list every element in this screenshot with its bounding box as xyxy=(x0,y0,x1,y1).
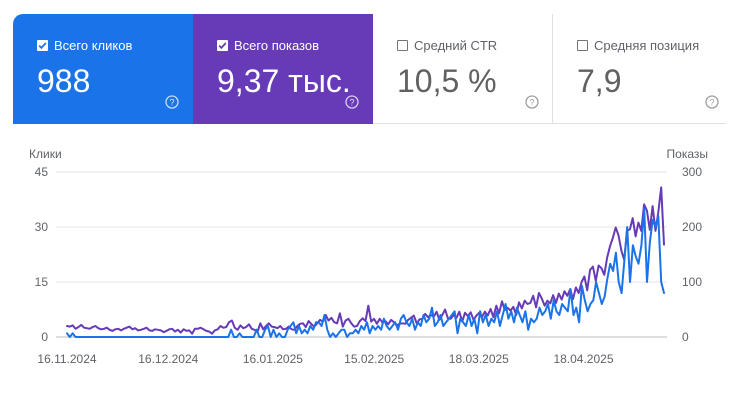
metric-value: 10,5 % xyxy=(397,63,497,99)
x-tick-label: 16.12.2024 xyxy=(138,352,198,366)
svg-text:?: ? xyxy=(169,97,174,107)
checkbox-unchecked-icon[interactable] xyxy=(397,40,408,51)
metric-header-impressions[interactable]: Всего показов xyxy=(217,38,319,53)
x-tick-label: 18.03.2025 xyxy=(449,352,509,366)
help-icon[interactable]: ? xyxy=(345,95,359,109)
right-axis-label: Показы xyxy=(667,147,708,161)
left-tick-label: 45 xyxy=(35,165,49,179)
metric-value: 988 xyxy=(37,63,91,99)
metric-cards: Всего кликов 988 ? Всего показов 9,37 ты… xyxy=(13,14,726,124)
x-tick-label: 16.11.2024 xyxy=(37,352,96,366)
x-tick-label: 15.02.2025 xyxy=(344,352,404,366)
impressions-series-line xyxy=(66,186,665,335)
help-icon[interactable]: ? xyxy=(525,95,539,109)
left-axis-label: Клики xyxy=(29,147,62,161)
metric-value: 7,9 xyxy=(577,63,622,99)
chart-svg: Клики Показы 0 15 30 45 0 100 200 300 16.11.202… xyxy=(29,147,708,366)
y-tick-labels: 0 15 30 45 0 100 200 300 xyxy=(35,165,703,344)
metric-header-ctr[interactable]: Средний CTR xyxy=(397,38,497,53)
metric-card-position[interactable]: Средняя позиция 7,9 ? xyxy=(553,14,726,124)
x-tick-label: 16.01.2025 xyxy=(243,352,303,366)
checkbox-checked-icon[interactable] xyxy=(217,40,228,51)
svg-text:?: ? xyxy=(349,97,354,107)
metric-label: Средняя позиция xyxy=(594,38,700,53)
help-icon[interactable]: ? xyxy=(705,95,719,109)
metric-label: Всего показов xyxy=(234,38,319,53)
svg-text:?: ? xyxy=(529,97,534,107)
x-tick-label: 18.04.2025 xyxy=(553,352,613,366)
series-lines xyxy=(66,186,665,338)
metric-card-impressions[interactable]: Всего показов 9,37 тыс. ? xyxy=(193,14,373,124)
left-tick-label: 30 xyxy=(35,220,49,234)
metric-header-clicks[interactable]: Всего кликов xyxy=(37,38,132,53)
right-tick-label: 200 xyxy=(682,220,702,234)
metric-header-position[interactable]: Средняя позиция xyxy=(577,38,699,53)
checkbox-unchecked-icon[interactable] xyxy=(577,40,588,51)
clicks-series-line xyxy=(66,207,665,338)
svg-text:?: ? xyxy=(709,97,714,107)
metric-value: 9,37 тыс. xyxy=(217,63,351,99)
help-icon[interactable]: ? xyxy=(165,95,179,109)
metric-label: Всего кликов xyxy=(54,38,133,53)
right-tick-label: 300 xyxy=(682,165,702,179)
right-tick-label: 0 xyxy=(682,330,689,344)
metric-card-clicks[interactable]: Всего кликов 988 ? xyxy=(13,14,193,124)
checkbox-checked-icon[interactable] xyxy=(37,40,48,51)
performance-chart: Клики Показы 0 15 30 45 0 100 200 300 16.11.202… xyxy=(0,140,736,375)
left-tick-label: 0 xyxy=(41,330,48,344)
left-tick-label: 15 xyxy=(35,275,49,289)
x-tick-labels: 16.11.2024 16.12.2024 16.01.2025 15.02.2025… xyxy=(37,352,613,366)
metric-label: Средний CTR xyxy=(414,38,498,53)
right-tick-label: 100 xyxy=(682,275,702,289)
metric-card-ctr[interactable]: Средний CTR 10,5 % ? xyxy=(373,14,553,124)
